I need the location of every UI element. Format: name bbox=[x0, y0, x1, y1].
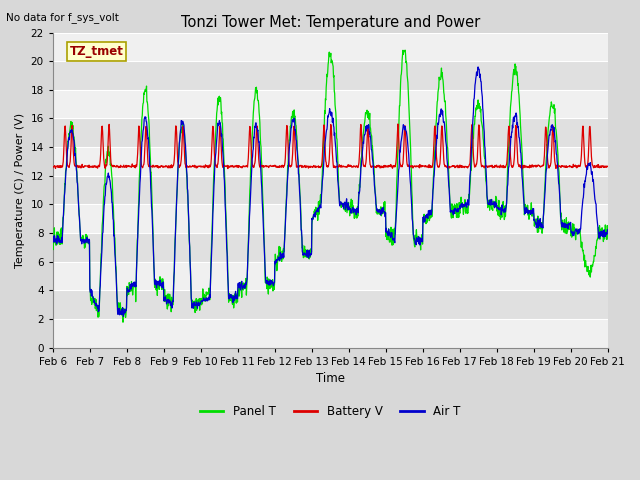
Bar bbox=[53, 262, 607, 290]
Bar bbox=[53, 233, 607, 262]
Legend: Panel T, Battery V, Air T: Panel T, Battery V, Air T bbox=[195, 401, 465, 423]
Text: TZ_tmet: TZ_tmet bbox=[70, 45, 124, 58]
Bar bbox=[53, 204, 607, 233]
Bar bbox=[53, 290, 607, 319]
Bar bbox=[53, 61, 607, 90]
Bar bbox=[53, 119, 607, 147]
X-axis label: Time: Time bbox=[316, 372, 345, 385]
Bar bbox=[53, 319, 607, 348]
Bar bbox=[53, 147, 607, 176]
Bar bbox=[53, 33, 607, 61]
Bar bbox=[53, 176, 607, 204]
Text: No data for f_sys_volt: No data for f_sys_volt bbox=[6, 12, 119, 23]
Title: Tonzi Tower Met: Temperature and Power: Tonzi Tower Met: Temperature and Power bbox=[180, 15, 480, 30]
Y-axis label: Temperature (C) / Power (V): Temperature (C) / Power (V) bbox=[15, 112, 25, 268]
Bar bbox=[53, 90, 607, 119]
